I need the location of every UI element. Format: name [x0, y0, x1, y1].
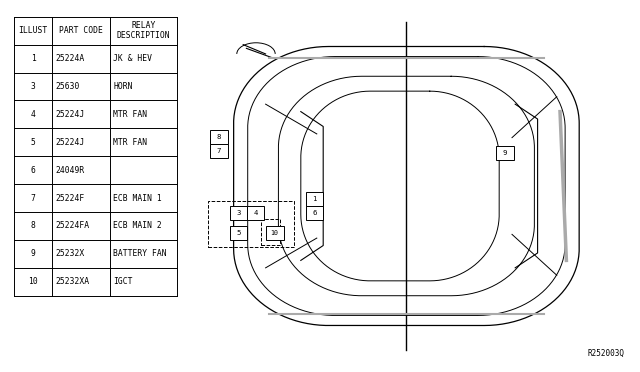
Text: 6: 6 — [31, 166, 36, 175]
Text: 25224FA: 25224FA — [56, 221, 90, 231]
Text: 4: 4 — [253, 210, 257, 216]
Text: ECB MAIN 2: ECB MAIN 2 — [113, 221, 162, 231]
Bar — [261, 219, 280, 245]
Bar — [306, 206, 323, 220]
Text: ILLUST: ILLUST — [19, 26, 48, 35]
Text: 4: 4 — [31, 110, 36, 119]
Text: 25224J: 25224J — [56, 138, 85, 147]
Text: 25232XA: 25232XA — [56, 277, 90, 286]
Text: IGCT: IGCT — [113, 277, 132, 286]
Text: 3: 3 — [31, 82, 36, 91]
Text: 5: 5 — [237, 230, 241, 236]
Text: 8: 8 — [31, 221, 36, 231]
Text: 25630: 25630 — [56, 82, 80, 91]
Text: 24049R: 24049R — [56, 166, 85, 175]
Bar — [247, 206, 264, 220]
Text: 25224J: 25224J — [56, 110, 85, 119]
Text: MTR FAN: MTR FAN — [113, 138, 147, 147]
Bar — [230, 226, 247, 240]
Text: 1: 1 — [31, 54, 36, 63]
Bar — [496, 146, 514, 160]
Text: PART CODE: PART CODE — [60, 26, 103, 35]
Text: 10: 10 — [28, 277, 38, 286]
Text: 5: 5 — [31, 138, 36, 147]
Text: 3: 3 — [237, 210, 241, 216]
Text: ECB MAIN 1: ECB MAIN 1 — [113, 193, 162, 203]
Text: 6: 6 — [312, 210, 316, 216]
Text: 7: 7 — [31, 193, 36, 203]
Bar — [208, 201, 294, 247]
Text: JK & HEV: JK & HEV — [113, 54, 152, 63]
Text: 25224A: 25224A — [56, 54, 85, 63]
Text: 10: 10 — [271, 230, 278, 236]
Bar — [266, 226, 284, 240]
Text: 9: 9 — [31, 249, 36, 259]
Text: RELAY
DESCRIPTION: RELAY DESCRIPTION — [117, 21, 170, 41]
Text: 8: 8 — [217, 134, 221, 140]
Text: 25224F: 25224F — [56, 193, 85, 203]
Bar — [210, 130, 228, 144]
Text: BATTERY FAN: BATTERY FAN — [113, 249, 167, 259]
Text: MTR FAN: MTR FAN — [113, 110, 147, 119]
Bar — [306, 192, 323, 206]
Bar — [230, 206, 247, 220]
Bar — [210, 144, 228, 158]
Text: R252003Q: R252003Q — [587, 349, 624, 358]
Text: 7: 7 — [217, 148, 221, 154]
Text: 9: 9 — [503, 150, 507, 156]
Text: 1: 1 — [312, 196, 316, 202]
Text: HORN: HORN — [113, 82, 132, 91]
Text: 25232X: 25232X — [56, 249, 85, 259]
